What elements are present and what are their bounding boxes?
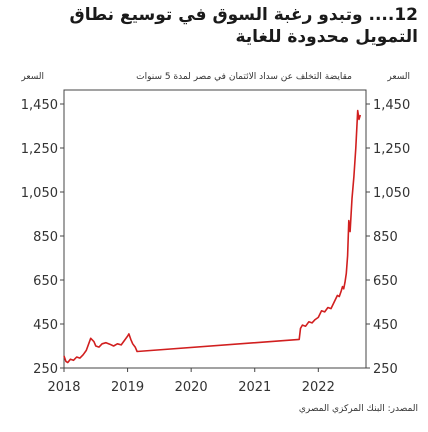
title-line-1: 12.... وتبدو رغبة السوق في توسيع نطاق — [69, 5, 418, 25]
x-tick-label: 2022 — [302, 380, 335, 395]
x-tick-label: 2020 — [175, 380, 208, 395]
y-tick-label-right: 850 — [373, 230, 398, 245]
y-tick-label-right: 1,050 — [373, 186, 410, 201]
y-tick-label-left: 850 — [33, 230, 58, 245]
cds-series-line — [63, 109, 362, 364]
y-tick-label-right: 1,250 — [373, 142, 410, 157]
x-tick-label: 2021 — [238, 380, 271, 395]
series-group — [63, 109, 362, 364]
x-ticks: 2018 2019 2020 2021 2022 — [47, 368, 335, 395]
y-axis-label-left: السعر — [20, 72, 44, 82]
y-tick-label-left: 1,250 — [21, 142, 58, 157]
y-tick-label-left: 250 — [33, 362, 58, 377]
y-ticks-left: 250 450 650 850 1,050 1,250 1,450 — [21, 98, 64, 377]
y-ticks-right: 250 450 650 850 1,050 1,250 1,450 — [366, 98, 410, 377]
title-line-2: التمويل محدودة للغاية — [235, 27, 418, 47]
y-tick-label-right: 650 — [373, 274, 398, 289]
y-tick-label-left: 450 — [33, 318, 58, 333]
x-tick-label: 2019 — [111, 380, 144, 395]
y-axis-label-right: السعر — [386, 72, 410, 82]
y-tick-label-left: 650 — [33, 274, 58, 289]
y-tick-label-right: 1,450 — [373, 98, 410, 113]
y-tick-label-right: 250 — [373, 362, 398, 377]
source-note: المصدر: البنك المركزي المصري — [298, 404, 418, 414]
y-tick-label-left: 1,050 — [21, 186, 58, 201]
chart-subtitle: مقايضة التخلف عن سداد الائتمان في مصر لم… — [136, 72, 352, 82]
y-tick-label-left: 1,450 — [21, 98, 58, 113]
plot-frame — [63, 89, 367, 369]
y-tick-label-right: 450 — [373, 318, 398, 333]
x-tick-label: 2018 — [47, 380, 80, 395]
chart-title: 12.... وتبدو رغبة السوق في توسيع نطاق ال… — [10, 4, 418, 48]
